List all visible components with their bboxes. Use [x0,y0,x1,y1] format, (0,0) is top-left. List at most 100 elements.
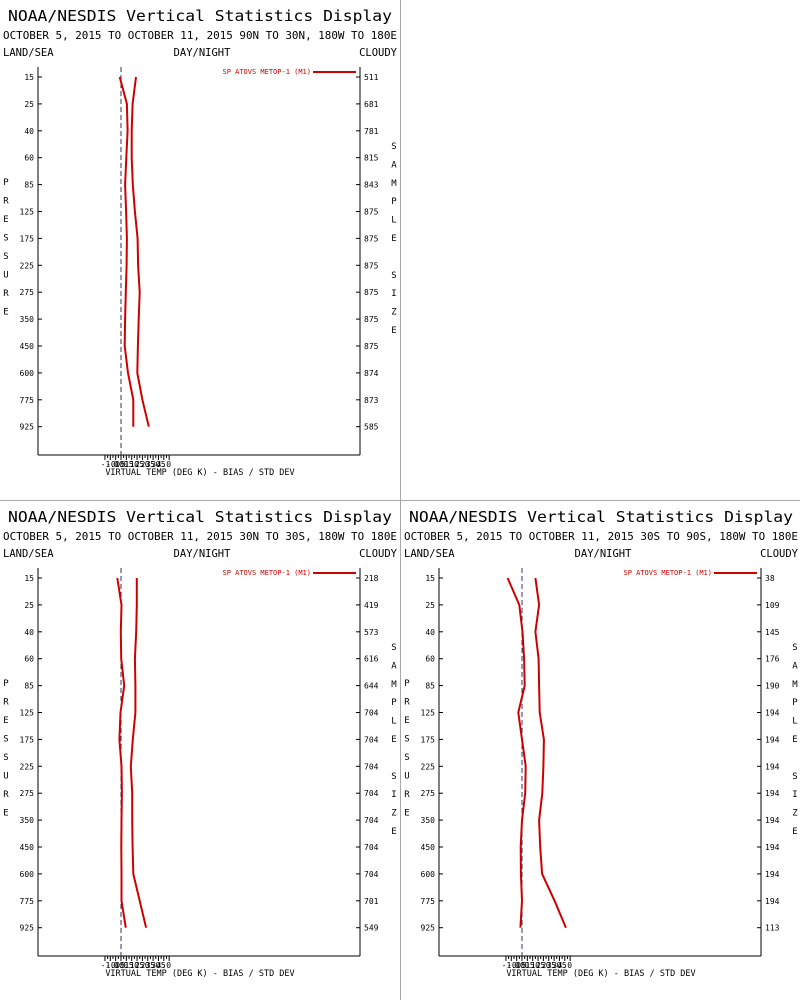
sample-size-label: 815 [364,154,379,163]
pressure-level-label: 60 [425,655,435,664]
header-cloudy: CLOUDY [359,548,398,560]
sample-size-label: 616 [364,655,379,664]
header-day-night: DAY/NIGHT [174,548,232,560]
pressure-level-label: 125 [421,709,436,718]
sample-size-label: 194 [765,870,780,879]
sample-size-label: 190 [765,682,780,691]
pressure-level-label: 15 [24,73,34,82]
pressure-level-label: 40 [24,628,34,637]
pressure-level-label: 40 [24,127,34,136]
x-tick-label: 0.0 [114,460,129,469]
sample-size-label: 875 [364,342,379,351]
x-tick-label: -1.0 [101,961,120,970]
pressure-level-label: 275 [421,789,436,798]
panel-divider-horizontal [0,500,800,501]
sample-size-label: 704 [364,789,379,798]
pressure-level-label: 85 [24,682,34,691]
x-tick-label: 4.0 [558,961,573,970]
pressure-level-label: 775 [20,897,35,906]
legend-label: SP ATOVS METOP-1 (M1) [222,569,311,577]
pressure-level-label: 175 [20,735,35,744]
x-tick-label: 0.5 [119,961,134,970]
x-tick-label: 3.0 [146,460,161,469]
sample-size-label: 875 [364,261,379,270]
x-axis-label: VIRTUAL TEMP (DEG K) - BIAS / STD DEV [105,969,294,979]
chart-svg: NOAA/NESDIS Vertical Statistics Display O… [404,508,799,979]
pressure-level-label: 225 [20,261,35,270]
sample-size-label: 873 [364,396,379,405]
sample-size-label: 419 [364,601,379,610]
sample-size-label: 511 [364,73,379,82]
std-dev-series-line [129,578,148,928]
sample-size-label: 874 [364,369,379,378]
header-cloudy: CLOUDY [359,47,398,59]
sample-size-label: 704 [364,709,379,718]
x-tick-label: 2.0 [135,460,150,469]
pressure-level-label: 775 [421,897,436,906]
sample-size-label: 875 [364,208,379,217]
sample-size-label: 781 [364,127,379,136]
x-tick-label: 2.5 [141,961,156,970]
bias-series-line [118,76,135,427]
chart-subtitle: OCTOBER 5, 2015 TO OCTOBER 11, 2015 30S … [404,531,798,543]
pressure-level-label: 175 [20,234,35,243]
sample-size-label: 194 [765,816,780,825]
pressure-level-label: 450 [20,342,35,351]
x-tick-label: 0.5 [520,961,535,970]
header-land-sea: LAND/SEA [3,47,54,59]
pressure-level-label: 60 [24,154,34,163]
sample-size-label: 109 [765,601,780,610]
x-tick-label: 4.0 [157,460,172,469]
sample-size-label: 549 [364,924,379,933]
x-tick-label: 1.5 [130,961,145,970]
sample-size-label: 113 [765,924,780,933]
x-tick-label: 0.0 [515,961,530,970]
pressure-level-label: 450 [20,843,35,852]
x-tick-label: 2.0 [536,961,551,970]
x-tick-label: -1.0 [101,460,120,469]
pressure-level-label: 85 [425,682,435,691]
x-tick-label: 2.0 [135,961,150,970]
chart-subtitle: OCTOBER 5, 2015 TO OCTOBER 11, 2015 90N … [3,30,397,42]
std-dev-series-line [130,76,150,427]
pressure-level-label: 275 [20,288,35,297]
pressure-level-label: 125 [20,709,35,718]
pressure-level-label: 600 [421,870,436,879]
x-tick-label: 3.0 [146,961,161,970]
pressure-level-label: 25 [425,601,435,610]
pressure-level-label: 125 [20,208,35,217]
sample-size-label: 701 [364,897,379,906]
pressure-level-label: 350 [421,816,436,825]
chart-title: NOAA/NESDIS Vertical Statistics Display [409,508,793,526]
sample-size-label: 875 [364,288,379,297]
pressure-level-label: 925 [20,423,35,432]
x-tick-label: 1.5 [130,460,145,469]
chart-panel-30n-30s: NOAA/NESDIS Vertical Statistics Display O… [0,501,400,1001]
x-axis-label: VIRTUAL TEMP (DEG K) - BIAS / STD DEV [105,468,294,478]
pressure-level-label: 85 [24,181,34,190]
pressure-level-label: 225 [20,762,35,771]
pressure-level-label: 775 [20,396,35,405]
sample-size-label: 704 [364,870,379,879]
x-tick-label: -0.5 [106,961,125,970]
pressure-level-label: 925 [421,924,436,933]
header-land-sea: LAND/SEA [3,548,54,560]
x-tick-label: 2.5 [141,460,156,469]
sample-size-label: 218 [364,574,379,583]
x-tick-label: 4.0 [157,961,172,970]
chart-panel-90n-30n: NOAA/NESDIS Vertical Statistics Display O… [0,0,400,500]
sample-size-label: 704 [364,816,379,825]
sample-size-label: 704 [364,843,379,852]
sample-size-label: 194 [765,843,780,852]
pressure-level-label: 25 [24,100,34,109]
x-tick-label: 3.0 [547,961,562,970]
pressure-level-label: 25 [24,601,34,610]
sample-size-label: 194 [765,789,780,798]
std-dev-series-line [534,577,567,929]
header-day-night: DAY/NIGHT [174,47,232,59]
legend-label: SP ATOVS METOP-1 (M1) [222,68,311,76]
